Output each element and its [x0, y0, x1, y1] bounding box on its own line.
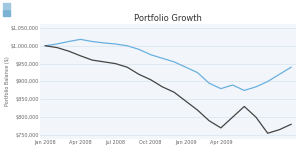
Bar [3, 3, 10, 9]
Y-axis label: Portfolio Balance ($): Portfolio Balance ($) [4, 57, 10, 106]
Bar [3, 10, 10, 16]
Title: Portfolio Growth: Portfolio Growth [134, 14, 202, 23]
Text: Portfolio Visualizer: Portfolio Visualizer [13, 7, 84, 13]
Text: Portfolio Backtest: Portfolio Backtest [229, 7, 296, 13]
